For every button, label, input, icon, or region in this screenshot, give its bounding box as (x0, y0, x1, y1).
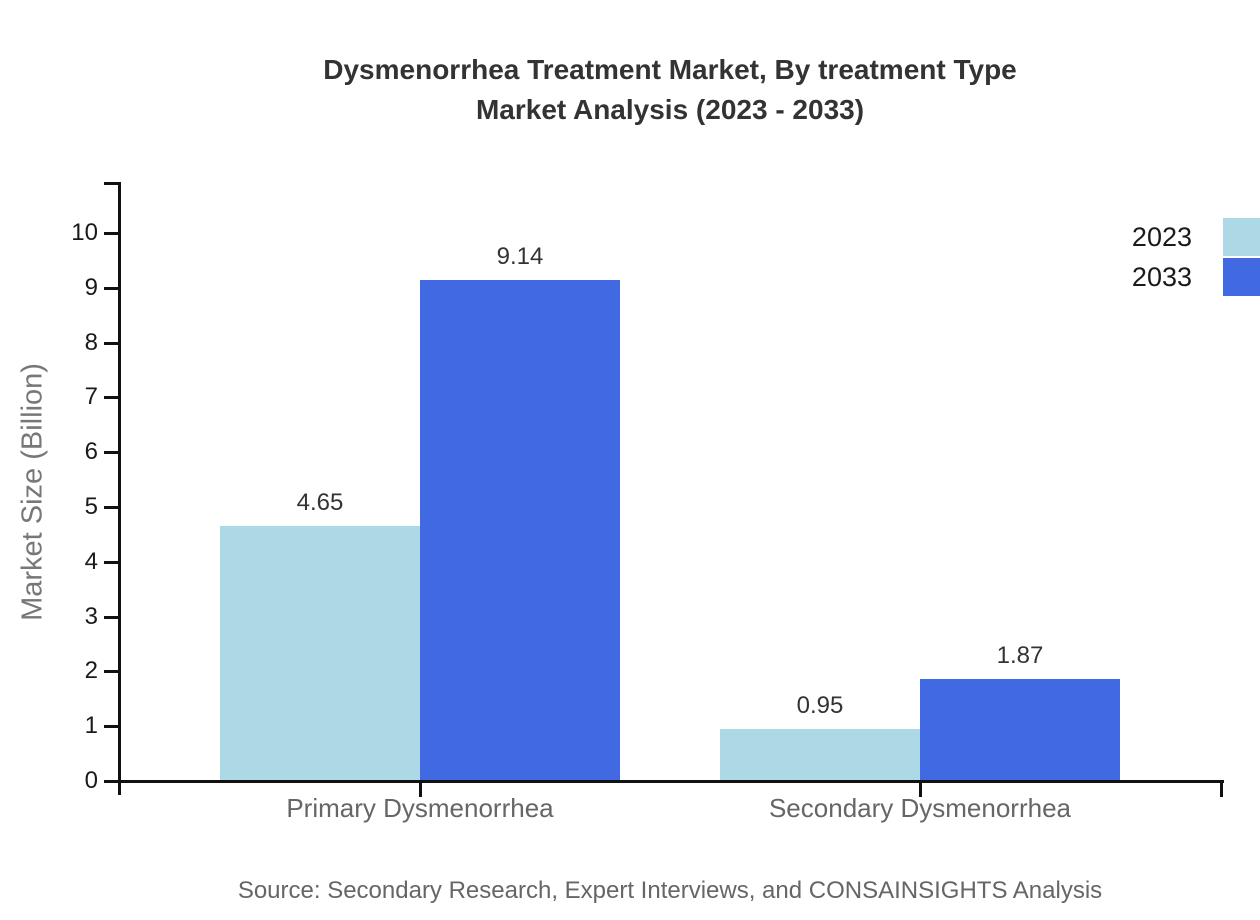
y-tick-10 (104, 232, 118, 235)
legend-item-2033: 2033 (1132, 258, 1260, 296)
legend-item-2023: 2023 (1132, 218, 1260, 256)
legend-swatch-2023-icon (1223, 218, 1260, 256)
x-tick-secondary-dysmenorrhea (919, 783, 922, 797)
legend-label-2023: 2023 (1131, 221, 1192, 252)
source-note: Source: Secondary Research, Expert Inter… (237, 877, 1103, 904)
x-tick-primary-dysmenorrhea (419, 783, 422, 797)
y-tick-7 (104, 396, 118, 400)
bar-value-label-2023-primary-dysmenorrhea: 4.65 (296, 489, 344, 517)
category-label-primary-dysmenorrhea: Primary Dysmenorrhea (286, 793, 554, 823)
bar-2023-secondary-dysmenorrhea (720, 728, 920, 781)
y-tick-0 (104, 780, 118, 783)
y-tick-label-10: 10 (71, 219, 98, 246)
bar-value-label-2033-primary-dysmenorrhea: 9.14 (496, 243, 544, 271)
bar-value-label-2023-secondary-dysmenorrhea: 0.95 (796, 691, 844, 719)
bar-value-label-2033-secondary-dysmenorrhea: 1.87 (996, 641, 1044, 669)
y-tick-label-5: 5 (84, 493, 98, 520)
legend: 2023 2033 (1132, 218, 1260, 298)
chart-title-line-2: Market Analysis (2023 - 2033) (475, 94, 865, 125)
y-tick-label-8: 8 (84, 328, 98, 356)
legend-swatch-2033-icon (1223, 258, 1260, 296)
y-tick-label-3: 3 (84, 602, 98, 630)
y-tick-8 (104, 341, 118, 345)
category-label-secondary-dysmenorrhea: Secondary Dysmenorrhea (768, 793, 1072, 823)
y-tick-label-2: 2 (84, 657, 98, 685)
y-tick-1 (104, 725, 118, 729)
y-tick-5 (104, 506, 118, 509)
y-tick-label-0: 0 (84, 767, 98, 794)
legend-label-2033: 2033 (1131, 261, 1192, 292)
y-tick-3 (104, 615, 118, 619)
x-axis-end-cap-tick (1220, 783, 1223, 797)
y-axis-top-cap-tick (104, 182, 118, 185)
y-tick-2 (104, 670, 118, 674)
bar-2033-primary-dysmenorrhea (420, 280, 620, 781)
y-tick-6 (104, 451, 118, 455)
x-axis-line (118, 780, 1224, 783)
y-axis-line (118, 182, 121, 795)
y-tick-label-6: 6 (84, 438, 98, 466)
y-tick-label-1: 1 (84, 712, 98, 740)
y-tick-label-7: 7 (84, 383, 98, 411)
y-tick-4 (104, 560, 118, 564)
bar-2033-secondary-dysmenorrhea (920, 678, 1120, 781)
y-tick-label-9: 9 (84, 273, 98, 301)
y-tick-label-4: 4 (84, 547, 98, 575)
y-tick-9 (104, 286, 118, 290)
chart-title-line-1: Dysmenorrhea Treatment Market, By treatm… (323, 54, 1017, 85)
chart-title: Dysmenorrhea Treatment Market, By treatm… (79, 50, 1260, 130)
bar-2023-primary-dysmenorrhea (220, 526, 420, 781)
